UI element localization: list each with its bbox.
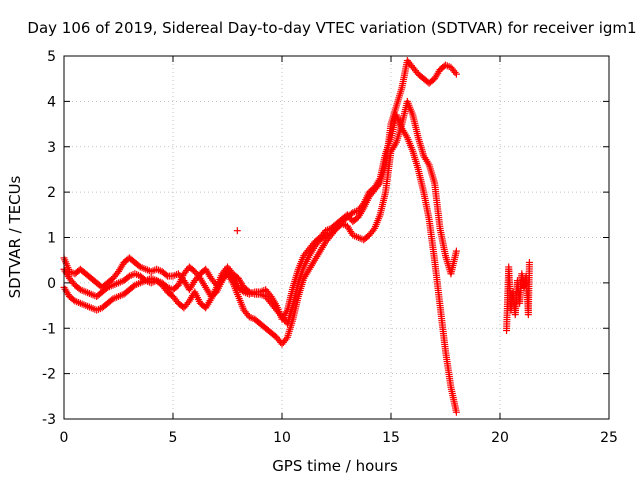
y-tick-label: 4 [47, 94, 56, 110]
y-tick-label: 3 [47, 140, 56, 156]
data-point-track-c [358, 201, 366, 209]
data-point-track-b [452, 247, 460, 255]
data-point-outlier [233, 227, 241, 235]
data-point-track-b [282, 335, 290, 343]
y-tick-label: -1 [42, 321, 56, 337]
y-tick-label: 1 [47, 231, 56, 247]
data-point-track-a [162, 271, 170, 279]
x-tick-label: 25 [600, 430, 618, 446]
data-point-late-cluster [525, 258, 533, 266]
y-tick-label: 5 [47, 49, 56, 65]
y-tick-label: -3 [42, 412, 56, 428]
x-tick-label: 10 [273, 430, 291, 446]
data-point-track-a [451, 68, 459, 76]
x-tick-label: 20 [491, 430, 509, 446]
x-tick-label: 0 [60, 430, 69, 446]
data-point-track-c [452, 408, 460, 416]
x-axis-label: GPS time / hours [272, 457, 398, 475]
data-point-track-a [113, 269, 121, 277]
chart-title: Day 106 of 2019, Sidereal Day-to-day VTE… [27, 19, 636, 37]
y-tick-label: 2 [47, 185, 56, 201]
y-tick-label: 0 [47, 276, 56, 292]
x-tick-label: 15 [382, 430, 400, 446]
y-tick-label: -2 [42, 367, 56, 383]
data-point-track-b [369, 226, 377, 234]
y-axis-label: SDTVAR / TECUs [6, 175, 24, 298]
data-point-track-c [184, 299, 192, 307]
plot-frame [63, 55, 610, 420]
data-point-track-b [195, 273, 203, 281]
data-point-track-a [452, 70, 460, 78]
x-tick-label: 5 [169, 430, 178, 446]
data-points [60, 57, 533, 416]
